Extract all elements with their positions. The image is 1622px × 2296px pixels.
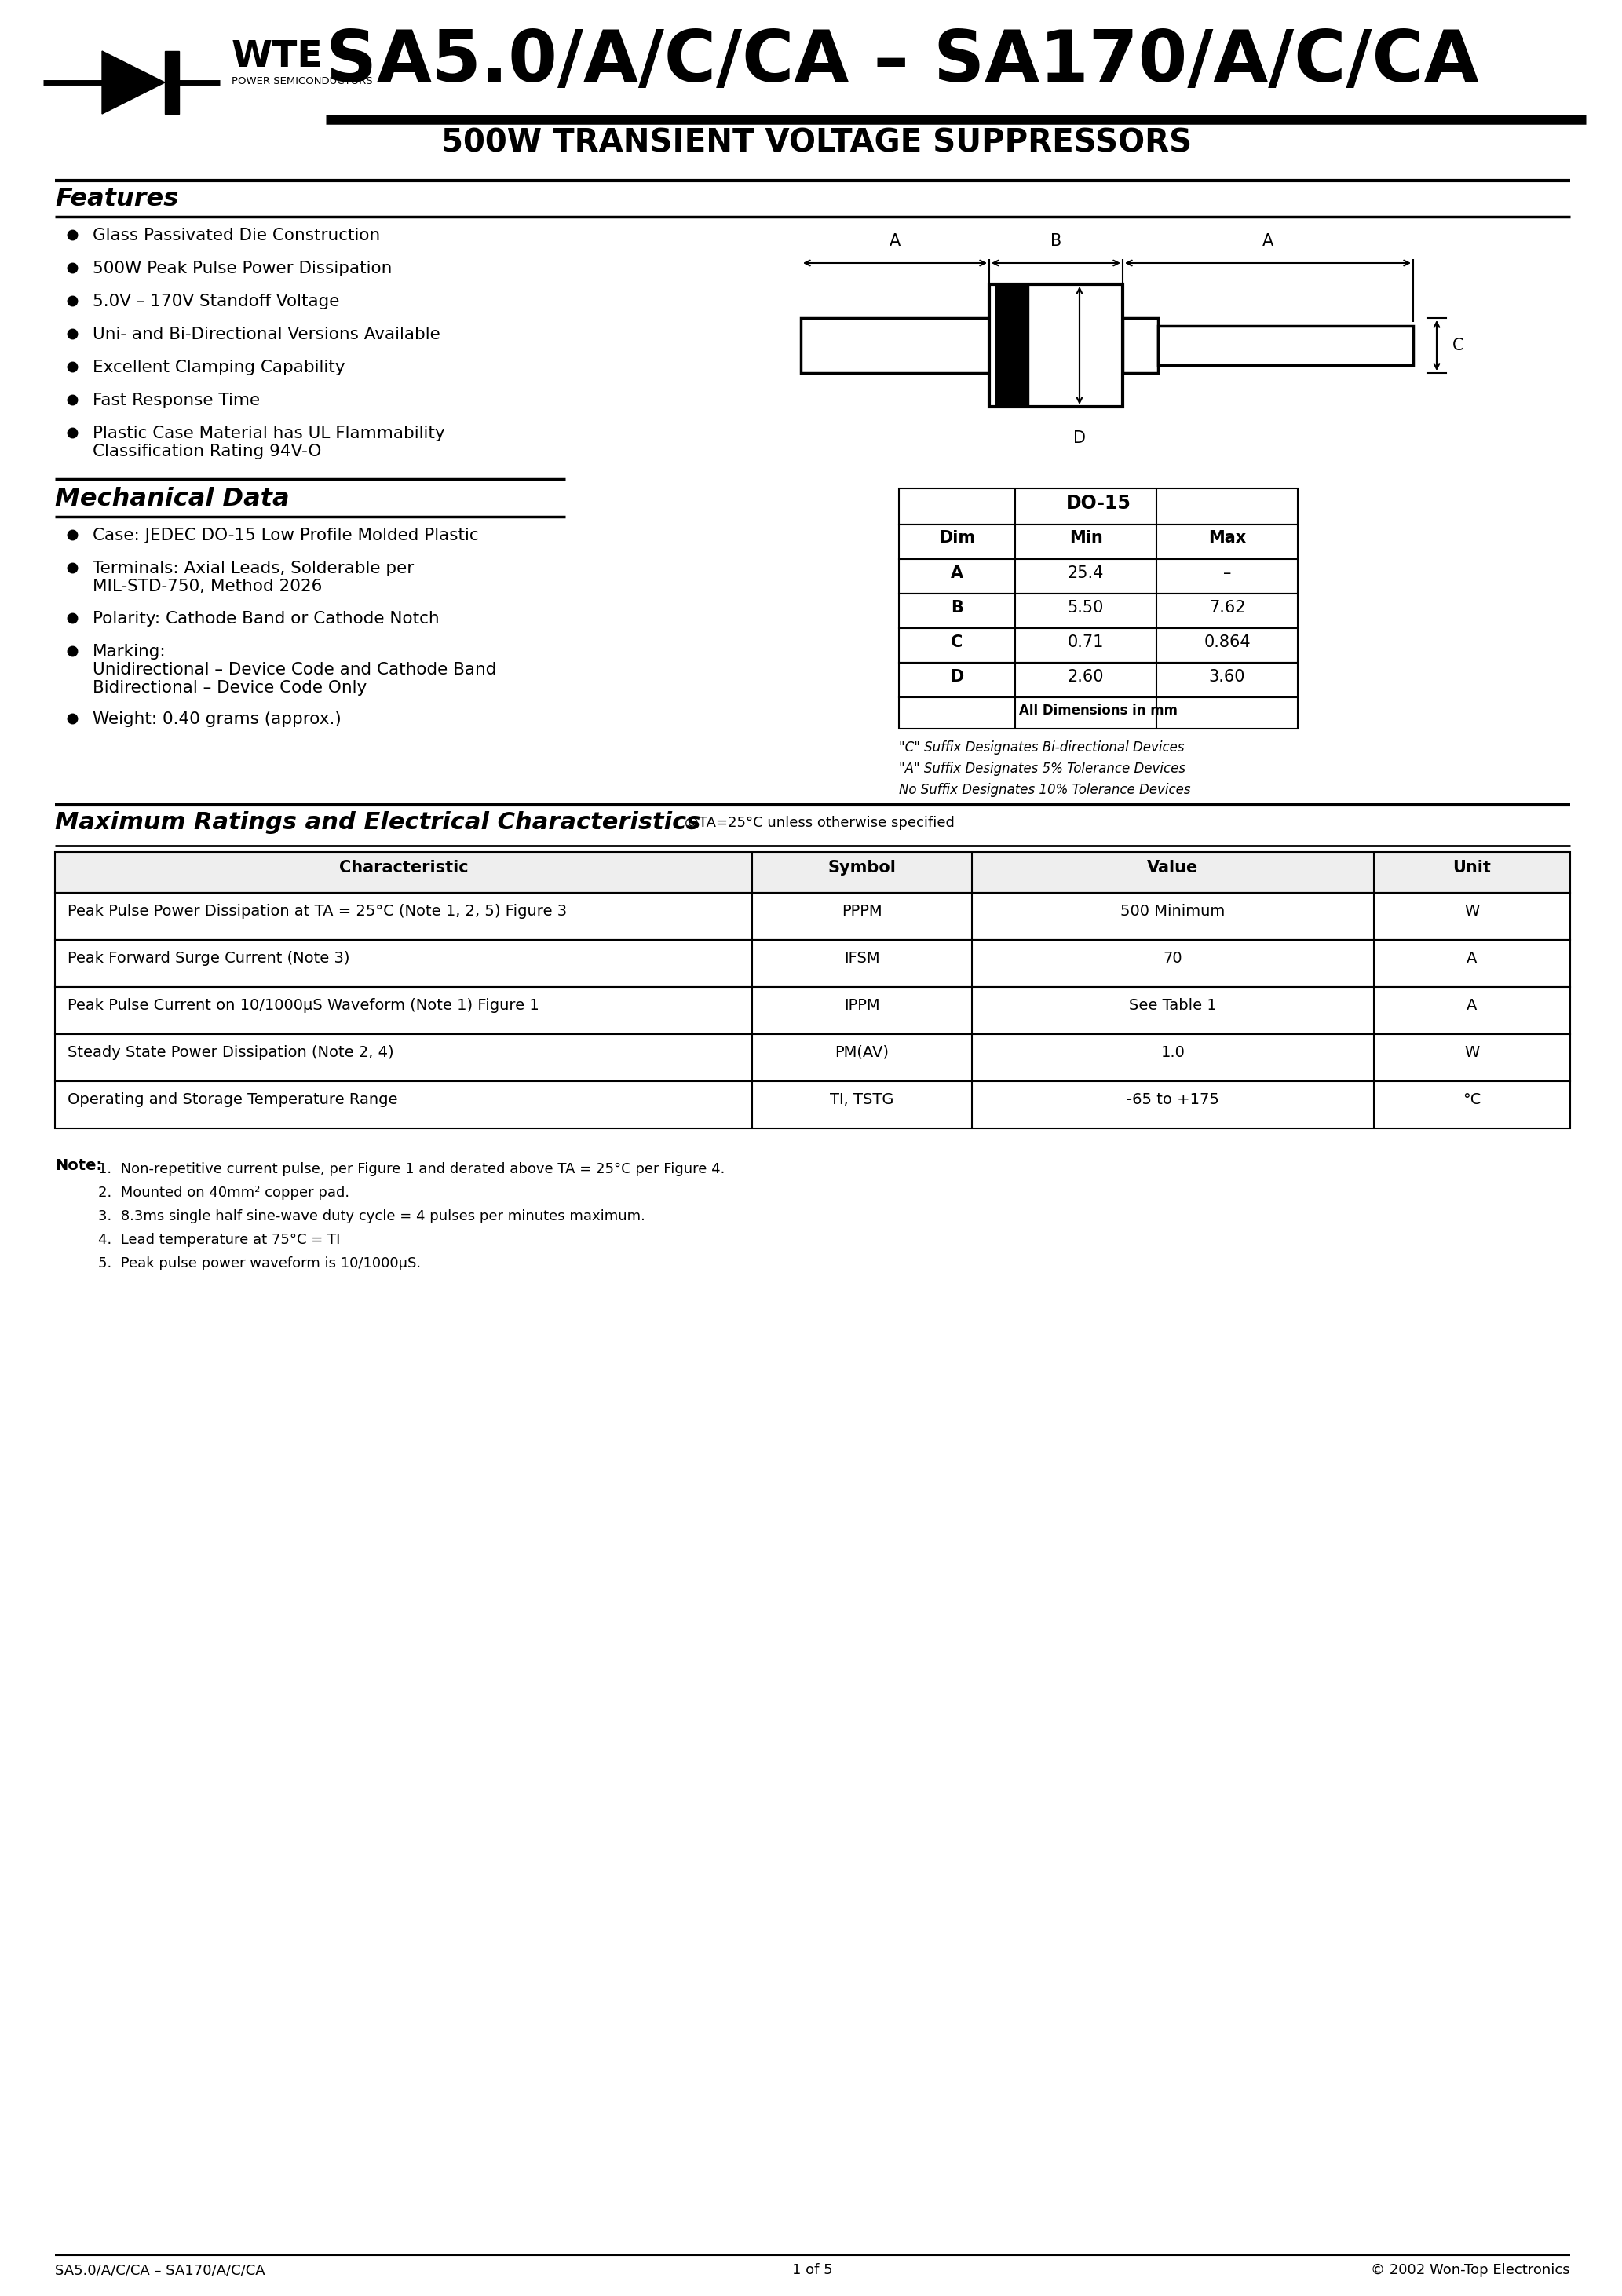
Text: 70: 70 bbox=[1163, 951, 1182, 967]
Text: 5.0V – 170V Standoff Voltage: 5.0V – 170V Standoff Voltage bbox=[92, 294, 339, 310]
Text: B: B bbox=[1051, 234, 1061, 248]
Text: B: B bbox=[950, 599, 963, 615]
Text: IPPM: IPPM bbox=[843, 999, 881, 1013]
Text: Operating and Storage Temperature Range: Operating and Storage Temperature Range bbox=[68, 1093, 397, 1107]
Text: "A" Suffix Designates 5% Tolerance Devices: "A" Suffix Designates 5% Tolerance Devic… bbox=[899, 762, 1186, 776]
Text: 3.60: 3.60 bbox=[1208, 668, 1246, 684]
Bar bbox=[989, 285, 1122, 406]
Text: "C" Suffix Designates Bi-directional Devices: "C" Suffix Designates Bi-directional Dev… bbox=[899, 742, 1184, 755]
Bar bbox=[165, 51, 178, 115]
Text: C: C bbox=[1452, 338, 1463, 354]
Text: Marking:
Unidirectional – Device Code and Cathode Band
Bidirectional – Device Co: Marking: Unidirectional – Device Code an… bbox=[92, 643, 496, 696]
Bar bbox=[801, 319, 989, 372]
Text: Steady State Power Dissipation (Note 2, 4): Steady State Power Dissipation (Note 2, … bbox=[68, 1045, 394, 1061]
Text: Features: Features bbox=[55, 186, 178, 211]
Text: °C: °C bbox=[1463, 1093, 1481, 1107]
Bar bbox=[55, 1081, 1570, 1127]
Text: A: A bbox=[950, 565, 963, 581]
Text: WTE: WTE bbox=[232, 39, 323, 73]
Text: D: D bbox=[950, 668, 963, 684]
Bar bbox=[1122, 319, 1158, 372]
Text: Case: JEDEC DO-15 Low Profile Molded Plastic: Case: JEDEC DO-15 Low Profile Molded Pla… bbox=[92, 528, 478, 544]
Text: Max: Max bbox=[1208, 530, 1246, 546]
Text: TI, TSTG: TI, TSTG bbox=[830, 1093, 894, 1107]
Text: POWER SEMICONDUCTORS: POWER SEMICONDUCTORS bbox=[232, 76, 373, 87]
Bar bbox=[899, 629, 1298, 664]
Bar bbox=[55, 1033, 1570, 1081]
Bar bbox=[899, 523, 1298, 560]
Text: © 2002 Won-Top Electronics: © 2002 Won-Top Electronics bbox=[1371, 2264, 1570, 2278]
Text: Peak Pulse Current on 10/1000μS Waveform (Note 1) Figure 1: Peak Pulse Current on 10/1000μS Waveform… bbox=[68, 999, 539, 1013]
Text: A: A bbox=[1262, 234, 1273, 248]
Text: 3.  8.3ms single half sine-wave duty cycle = 4 pulses per minutes maximum.: 3. 8.3ms single half sine-wave duty cycl… bbox=[99, 1210, 646, 1224]
Text: 2.60: 2.60 bbox=[1067, 668, 1105, 684]
Text: SA5.0/A/C/CA – SA170/A/C/CA: SA5.0/A/C/CA – SA170/A/C/CA bbox=[55, 2264, 264, 2278]
Text: Maximum Ratings and Electrical Characteristics: Maximum Ratings and Electrical Character… bbox=[55, 810, 701, 833]
Text: Glass Passivated Die Construction: Glass Passivated Die Construction bbox=[92, 227, 380, 243]
Text: 1 of 5: 1 of 5 bbox=[792, 2264, 832, 2278]
Bar bbox=[899, 595, 1298, 629]
Text: Fast Response Time: Fast Response Time bbox=[92, 393, 260, 409]
Text: IFSM: IFSM bbox=[843, 951, 881, 967]
Text: Mechanical Data: Mechanical Data bbox=[55, 487, 289, 512]
Text: No Suffix Designates 10% Tolerance Devices: No Suffix Designates 10% Tolerance Devic… bbox=[899, 783, 1191, 797]
Text: C: C bbox=[950, 634, 963, 650]
Bar bbox=[899, 560, 1298, 595]
Polygon shape bbox=[102, 51, 165, 115]
Text: Excellent Clamping Capability: Excellent Clamping Capability bbox=[92, 360, 345, 374]
Text: 7.62: 7.62 bbox=[1208, 599, 1246, 615]
Text: @TA=25°C unless otherwise specified: @TA=25°C unless otherwise specified bbox=[684, 815, 955, 829]
Text: Min: Min bbox=[1069, 530, 1103, 546]
Text: Dim: Dim bbox=[939, 530, 975, 546]
Text: Terminals: Axial Leads, Solderable per
MIL-STD-750, Method 2026: Terminals: Axial Leads, Solderable per M… bbox=[92, 560, 414, 595]
Text: See Table 1: See Table 1 bbox=[1129, 999, 1216, 1013]
Text: D: D bbox=[1074, 429, 1085, 445]
Bar bbox=[55, 893, 1570, 939]
Text: 4.  Lead temperature at 75°C = TI: 4. Lead temperature at 75°C = TI bbox=[99, 1233, 341, 1247]
Text: Unit: Unit bbox=[1453, 859, 1491, 875]
Text: 500W Peak Pulse Power Dissipation: 500W Peak Pulse Power Dissipation bbox=[92, 262, 393, 276]
Text: –: – bbox=[1223, 565, 1231, 581]
Text: 5.50: 5.50 bbox=[1067, 599, 1105, 615]
Text: Weight: 0.40 grams (approx.): Weight: 0.40 grams (approx.) bbox=[92, 712, 341, 728]
Text: -65 to +175: -65 to +175 bbox=[1127, 1093, 1220, 1107]
Text: 500W TRANSIENT VOLTAGE SUPPRESSORS: 500W TRANSIENT VOLTAGE SUPPRESSORS bbox=[441, 129, 1192, 158]
Bar bbox=[996, 285, 1028, 406]
Text: Plastic Case Material has UL Flammability
Classification Rating 94V-O: Plastic Case Material has UL Flammabilit… bbox=[92, 425, 444, 459]
Bar bbox=[1158, 326, 1413, 365]
Text: Symbol: Symbol bbox=[827, 859, 895, 875]
Text: All Dimensions in mm: All Dimensions in mm bbox=[1019, 703, 1178, 719]
Text: Note:: Note: bbox=[55, 1157, 102, 1173]
Text: Peak Forward Surge Current (Note 3): Peak Forward Surge Current (Note 3) bbox=[68, 951, 350, 967]
Text: Characteristic: Characteristic bbox=[339, 859, 469, 875]
Text: PM(AV): PM(AV) bbox=[835, 1045, 889, 1061]
Text: Polarity: Cathode Band or Cathode Notch: Polarity: Cathode Band or Cathode Notch bbox=[92, 611, 440, 627]
Text: Value: Value bbox=[1147, 859, 1199, 875]
Text: 2.  Mounted on 40mm² copper pad.: 2. Mounted on 40mm² copper pad. bbox=[99, 1185, 349, 1201]
Text: 0.864: 0.864 bbox=[1204, 634, 1251, 650]
Text: 1.  Non-repetitive current pulse, per Figure 1 and derated above TA = 25°C per F: 1. Non-repetitive current pulse, per Fig… bbox=[99, 1162, 725, 1176]
Bar bbox=[899, 698, 1298, 728]
Text: A: A bbox=[1466, 999, 1478, 1013]
Text: 0.71: 0.71 bbox=[1067, 634, 1105, 650]
Text: 5.  Peak pulse power waveform is 10/1000μS.: 5. Peak pulse power waveform is 10/1000μ… bbox=[99, 1256, 420, 1270]
Text: 25.4: 25.4 bbox=[1067, 565, 1105, 581]
Text: A: A bbox=[1466, 951, 1478, 967]
Text: SA5.0/A/C/CA – SA170/A/C/CA: SA5.0/A/C/CA – SA170/A/C/CA bbox=[326, 28, 1479, 96]
Text: W: W bbox=[1465, 905, 1479, 918]
Text: Uni- and Bi-Directional Versions Available: Uni- and Bi-Directional Versions Availab… bbox=[92, 326, 440, 342]
Text: A: A bbox=[889, 234, 900, 248]
Bar bbox=[55, 939, 1570, 987]
Text: PPPM: PPPM bbox=[842, 905, 882, 918]
Bar bbox=[55, 987, 1570, 1033]
Bar bbox=[899, 489, 1298, 523]
Bar bbox=[899, 664, 1298, 698]
Bar bbox=[55, 852, 1570, 893]
Text: 1.0: 1.0 bbox=[1161, 1045, 1186, 1061]
Text: Peak Pulse Power Dissipation at TA = 25°C (Note 1, 2, 5) Figure 3: Peak Pulse Power Dissipation at TA = 25°… bbox=[68, 905, 568, 918]
Text: DO-15: DO-15 bbox=[1066, 494, 1131, 512]
Text: 500 Minimum: 500 Minimum bbox=[1121, 905, 1225, 918]
Text: W: W bbox=[1465, 1045, 1479, 1061]
